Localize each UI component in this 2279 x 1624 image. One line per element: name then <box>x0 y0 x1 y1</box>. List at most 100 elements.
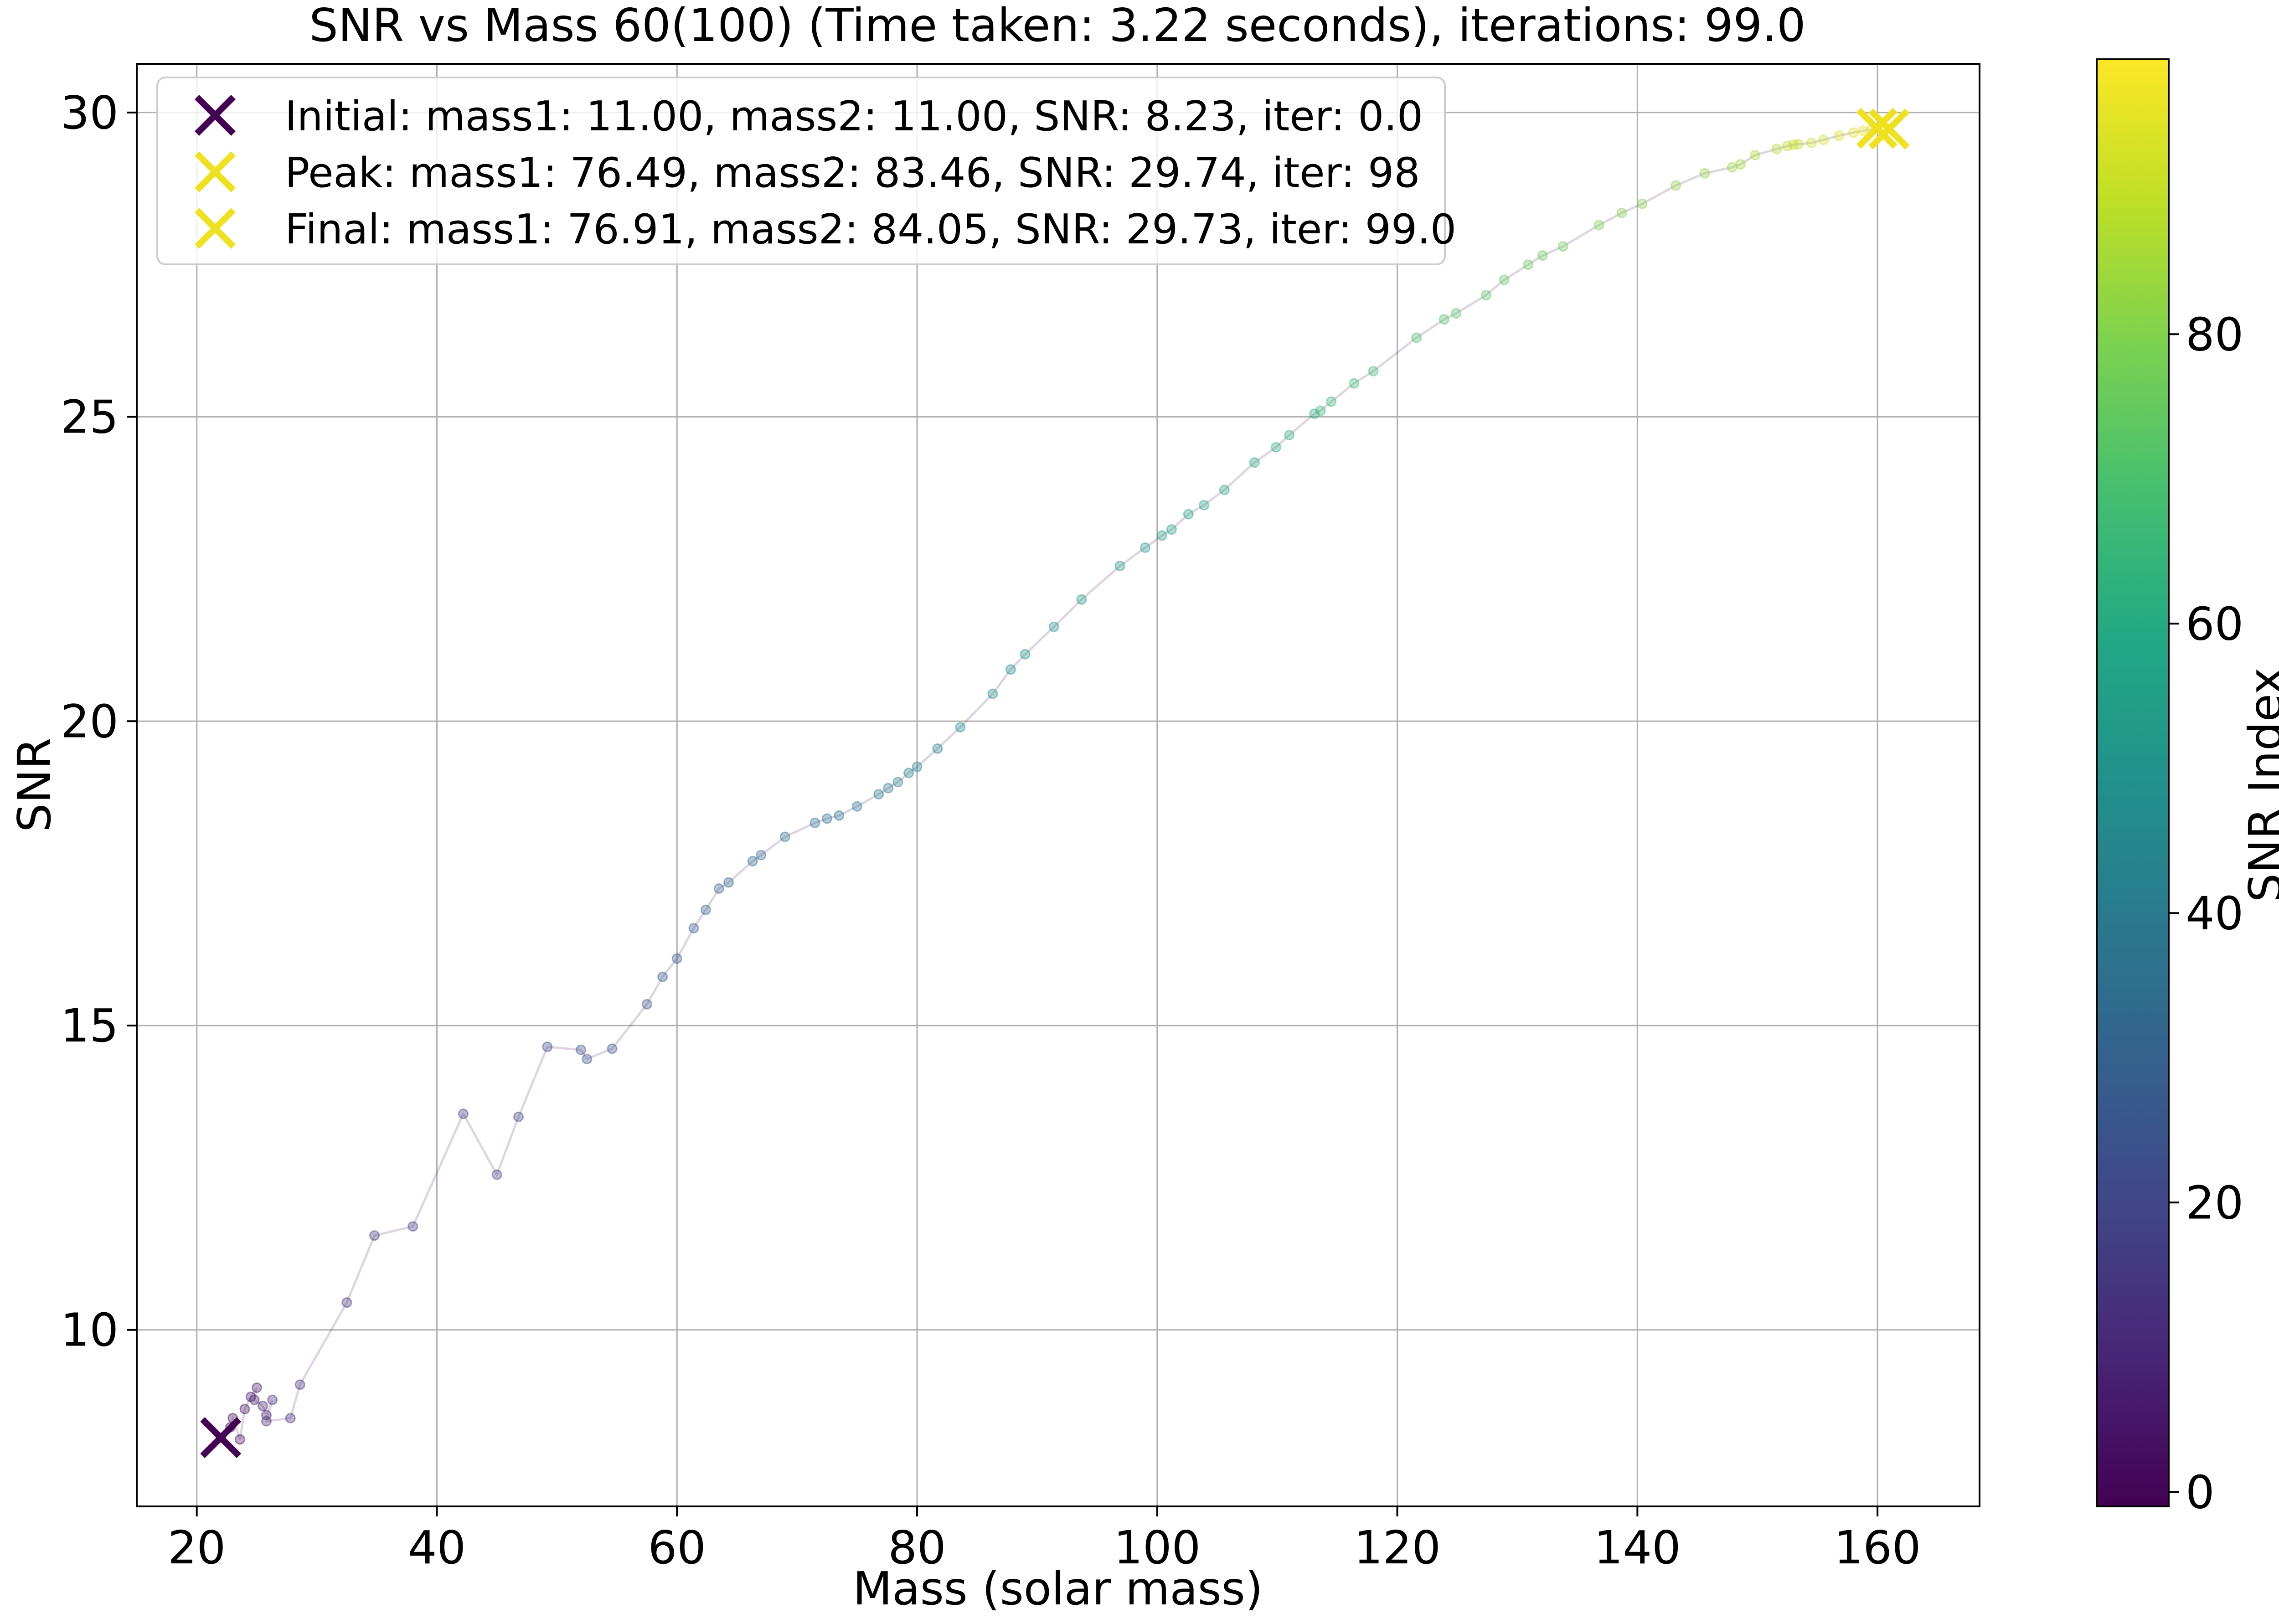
legend-marker <box>195 95 236 136</box>
x-marker-stroke <box>195 208 236 249</box>
x-tick-label: 20 <box>168 1521 226 1574</box>
trajectory-point <box>1727 162 1738 173</box>
trajectory-point <box>987 688 998 699</box>
y-tick-label: 10 <box>61 1304 119 1357</box>
trajectory-point <box>294 1379 305 1390</box>
trajectory-path <box>220 127 1882 1440</box>
trajectory-point <box>1271 442 1282 453</box>
trajectory-point <box>1199 500 1210 510</box>
colorbar-tick-label: 40 <box>2186 887 2243 940</box>
trajectory-point <box>1593 220 1604 231</box>
legend-label: Peak: mass1: 76.49, mass2: 83.46, SNR: 2… <box>285 149 1420 197</box>
trajectory-point <box>1735 159 1746 170</box>
trajectory-point <box>1349 378 1360 389</box>
final-marker <box>1868 108 1910 150</box>
trajectory-point <box>1616 207 1627 218</box>
trajectory-point <box>1326 396 1337 407</box>
trajectory-point <box>1771 144 1782 155</box>
initial-marker <box>200 1417 242 1459</box>
grid-lines <box>137 64 1980 1506</box>
trajectory-point <box>1249 457 1260 468</box>
legend-label: Initial: mass1: 11.00, mass2: 11.00, SNR… <box>285 93 1423 140</box>
legend-marker <box>195 208 236 249</box>
x-tick-label: 60 <box>648 1521 706 1574</box>
x-tick-label: 140 <box>1594 1521 1681 1574</box>
trajectory-point <box>576 1044 587 1055</box>
x-tick-label: 40 <box>408 1521 466 1574</box>
legend-label: Final: mass1: 76.91, mass2: 84.05, SNR: … <box>285 206 1456 253</box>
plot-area: 20 40 60 80 100 120 140 160 10 15 20 25 30 <box>61 63 1980 1574</box>
y-axis-label: SNR <box>8 737 61 832</box>
trajectory-point <box>1499 274 1510 285</box>
x-tick-label: 80 <box>888 1521 946 1574</box>
trajectory-point <box>261 1416 272 1427</box>
trajectory-point <box>1788 139 1799 150</box>
trajectory-point <box>779 831 790 842</box>
trajectory-point <box>542 1041 553 1052</box>
trajectory-point <box>1219 485 1230 495</box>
trajectory-point <box>747 856 758 866</box>
x-marker-stroke <box>195 151 236 192</box>
trajectory-point <box>1480 289 1491 300</box>
trajectory-point <box>1537 250 1548 261</box>
trajectory-point <box>285 1413 296 1423</box>
colorbar-tick-label: 60 <box>2186 597 2243 650</box>
chart-title: SNR vs Mass 60(100) (Time taken: 3.22 se… <box>309 0 1805 52</box>
trajectory-point <box>883 783 894 794</box>
trajectory-line <box>220 127 1882 1440</box>
trajectory-points <box>215 123 1888 1445</box>
trajectory-point <box>912 761 923 772</box>
trajectory-point <box>1557 241 1568 252</box>
trajectory-point <box>1005 664 1016 675</box>
trajectory-point <box>458 1108 469 1119</box>
trajectory-point <box>1523 259 1534 270</box>
trajectory-point <box>1439 314 1449 325</box>
trajectory-point <box>810 817 820 828</box>
x-tick-label: 100 <box>1114 1521 1201 1574</box>
trajectory-point <box>491 1169 502 1180</box>
legend: Initial: mass1: 11.00, mass2: 11.00, SNR… <box>156 77 1456 265</box>
colorbar-label: SNR Index <box>2239 668 2279 902</box>
trajectory-point <box>258 1401 268 1412</box>
y-tick-label: 25 <box>61 391 119 444</box>
x-tick-label: 160 <box>1834 1521 1921 1574</box>
trajectory-point <box>1166 524 1177 535</box>
plot-frame <box>136 63 1980 1507</box>
special-markers <box>200 108 1910 1459</box>
colorbar-tick-label: 0 <box>2186 1465 2215 1519</box>
trajectory-point <box>1114 561 1125 572</box>
y-tick-label: 20 <box>61 695 119 748</box>
trajectory-point <box>513 1111 524 1122</box>
trajectory-point <box>1806 138 1817 149</box>
trajectory-point <box>1411 332 1422 343</box>
trajectory-point <box>713 883 724 894</box>
trajectory-point <box>1699 168 1710 179</box>
x-marker-stroke <box>1868 108 1910 150</box>
trajectory-point <box>1858 125 1869 136</box>
trajectory-point <box>1140 542 1150 553</box>
trajectory-point <box>1309 408 1320 419</box>
trajectory-point <box>1076 594 1087 605</box>
x-marker-stroke <box>1856 108 1897 149</box>
legend-marker <box>195 151 236 192</box>
trajectory-point <box>1315 405 1326 416</box>
trajectory-point <box>903 768 914 778</box>
trajectory-point <box>700 904 711 915</box>
colorbar-tick-label: 20 <box>2186 1176 2243 1229</box>
y-tick-label: 15 <box>61 999 119 1052</box>
trajectory-point <box>1848 127 1859 138</box>
colorbar: 0 20 40 60 80 SNR Index <box>2096 58 2279 1519</box>
trajectory-point <box>251 1382 262 1393</box>
trajectory-point <box>245 1392 256 1402</box>
axis-ticks: 20 40 60 80 100 120 140 160 10 15 20 25 30 <box>61 86 1921 1574</box>
trajectory-point <box>1834 130 1845 141</box>
trajectory-point <box>261 1410 272 1421</box>
peak-marker <box>1856 108 1897 149</box>
trajectory-point <box>235 1434 246 1445</box>
trajectory-point <box>369 1230 380 1241</box>
trajectory-point <box>1368 366 1379 376</box>
trajectory-point <box>607 1043 618 1054</box>
trajectory-point <box>1818 134 1829 145</box>
trajectory-point <box>657 971 668 982</box>
trajectory-point <box>249 1394 260 1405</box>
